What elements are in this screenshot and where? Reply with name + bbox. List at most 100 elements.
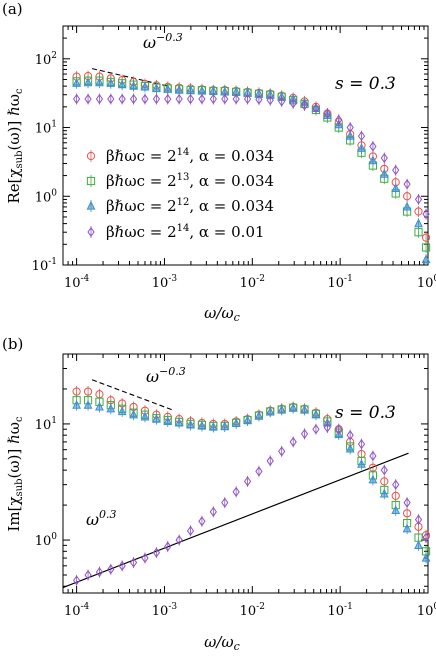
x-tick-label: 10-1 <box>327 602 352 619</box>
panel-a-guide-label: ω−0.3 <box>143 31 183 52</box>
data-point <box>414 514 423 525</box>
data-point <box>95 77 104 87</box>
data-point <box>311 409 321 419</box>
data-point <box>118 93 126 105</box>
data-point <box>243 93 252 105</box>
data-point <box>357 131 366 142</box>
x-tick-label: 100 <box>417 274 436 291</box>
data-point <box>335 424 343 435</box>
panel-a-label: (a) <box>2 0 23 18</box>
data-point <box>152 547 161 558</box>
data-point <box>209 506 217 517</box>
data-point <box>323 422 331 433</box>
data-point <box>254 410 264 420</box>
y-tick-label: 100 <box>35 532 58 549</box>
data-point <box>391 491 400 500</box>
data-point <box>278 96 286 107</box>
panel-b-annotation: s = 0.3 <box>335 403 396 423</box>
data-point <box>117 79 127 89</box>
panel-a-ticks <box>62 25 429 266</box>
panel-b-power-line <box>62 452 409 589</box>
panel-a-guide <box>91 68 169 87</box>
data-point <box>72 575 81 586</box>
legend-marker <box>86 176 96 186</box>
data-point <box>392 165 400 176</box>
panel-b-guide <box>91 379 175 412</box>
panel-a-guide-exp: −0.3 <box>156 31 183 44</box>
panel-a-annotation: s = 0.3 <box>335 74 396 94</box>
data-point <box>175 534 183 546</box>
panel-b-label: (b) <box>2 335 23 353</box>
data-point <box>221 497 229 508</box>
data-point <box>243 476 252 487</box>
data-point <box>369 141 377 152</box>
x-tick-label: 100 <box>417 602 436 619</box>
data-point <box>95 567 104 578</box>
x-tick-label: 10-4 <box>64 602 90 619</box>
data-point <box>197 85 207 95</box>
legend-marker <box>87 226 95 238</box>
data-point <box>243 415 252 425</box>
legend-label: βℏωc = 212, α = 0.034 <box>106 197 274 215</box>
data-point <box>129 557 138 568</box>
data-point <box>255 94 263 105</box>
panel-a-tick-labels: 10-4 10-3 10-2 10-1 100 10-1 100 101 102 <box>32 51 436 291</box>
panel-b-guide-label: ω−0.3 <box>146 365 186 386</box>
data-point <box>164 541 172 552</box>
panel-a-frame <box>62 25 429 266</box>
data-point <box>380 465 388 476</box>
series-4 <box>72 93 430 220</box>
series-3 <box>72 399 431 564</box>
data-point <box>335 114 343 125</box>
x-tick-label: 10-3 <box>152 274 178 291</box>
data-point <box>380 152 388 164</box>
data-point <box>289 436 297 447</box>
data-point <box>266 95 274 106</box>
data-point <box>368 474 378 484</box>
data-point <box>140 411 150 421</box>
data-point <box>369 450 377 461</box>
panel-a-ylabel: Re[χsub(ω)] ℏωc <box>5 88 25 204</box>
data-point <box>414 540 423 549</box>
data-point <box>95 93 104 105</box>
panel-b-tick-labels: 10-4 10-3 10-2 10-1 100 100 101 <box>35 416 436 619</box>
data-point <box>300 100 309 111</box>
data-point <box>72 399 82 409</box>
panel-b: (b) 10-4 10-3 10-2 10-1 100 100 101 ω−0.3 ω0.3… <box>2 335 436 653</box>
data-point <box>288 402 298 412</box>
data-point <box>129 93 138 105</box>
data-point <box>72 93 81 105</box>
data-point <box>220 421 230 431</box>
data-point <box>277 404 287 414</box>
x-tick-label: 10-4 <box>64 274 90 291</box>
data-point <box>152 93 161 105</box>
data-point <box>152 413 161 423</box>
data-point <box>174 417 184 427</box>
data-point <box>422 209 430 220</box>
legend-label: βℏωc = 213, α = 0.034 <box>106 172 274 190</box>
panel-b-markers <box>72 386 431 586</box>
data-point <box>129 80 138 90</box>
data-point <box>414 207 423 216</box>
data-point <box>83 399 93 409</box>
panel-b-line-label: ω0.3 <box>86 508 117 529</box>
data-point <box>140 81 150 91</box>
data-point <box>186 525 195 536</box>
data-point <box>186 419 195 429</box>
data-point <box>345 130 355 140</box>
data-point <box>107 564 115 575</box>
panel-b-ticks <box>62 353 429 593</box>
data-point <box>106 403 116 413</box>
data-point <box>414 194 423 205</box>
data-point <box>391 505 401 515</box>
data-point <box>357 143 366 152</box>
data-point <box>312 103 320 114</box>
data-point <box>232 486 240 497</box>
data-point <box>346 122 354 133</box>
data-point <box>402 201 412 211</box>
data-point <box>84 93 92 105</box>
data-point <box>346 430 354 441</box>
data-point <box>209 93 217 105</box>
data-point <box>403 497 411 508</box>
